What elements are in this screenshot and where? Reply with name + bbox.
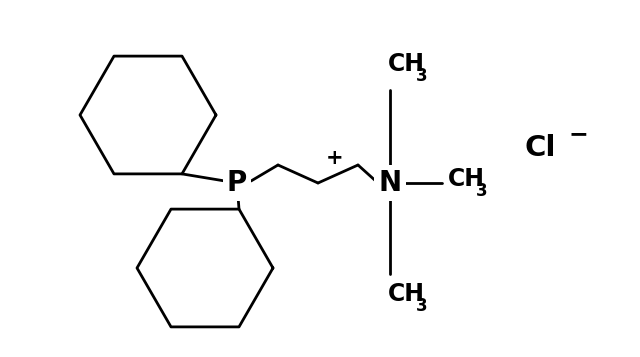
Text: 3: 3 [476,182,488,200]
Text: CH: CH [388,282,425,306]
Text: Cl: Cl [524,134,556,162]
Text: +: + [326,148,344,168]
Text: 3: 3 [416,297,428,315]
Text: P: P [227,169,247,197]
Text: CH: CH [448,167,485,191]
Text: −: − [568,122,588,146]
Text: N: N [378,169,401,197]
Text: CH: CH [388,52,425,76]
Text: 3: 3 [416,67,428,85]
